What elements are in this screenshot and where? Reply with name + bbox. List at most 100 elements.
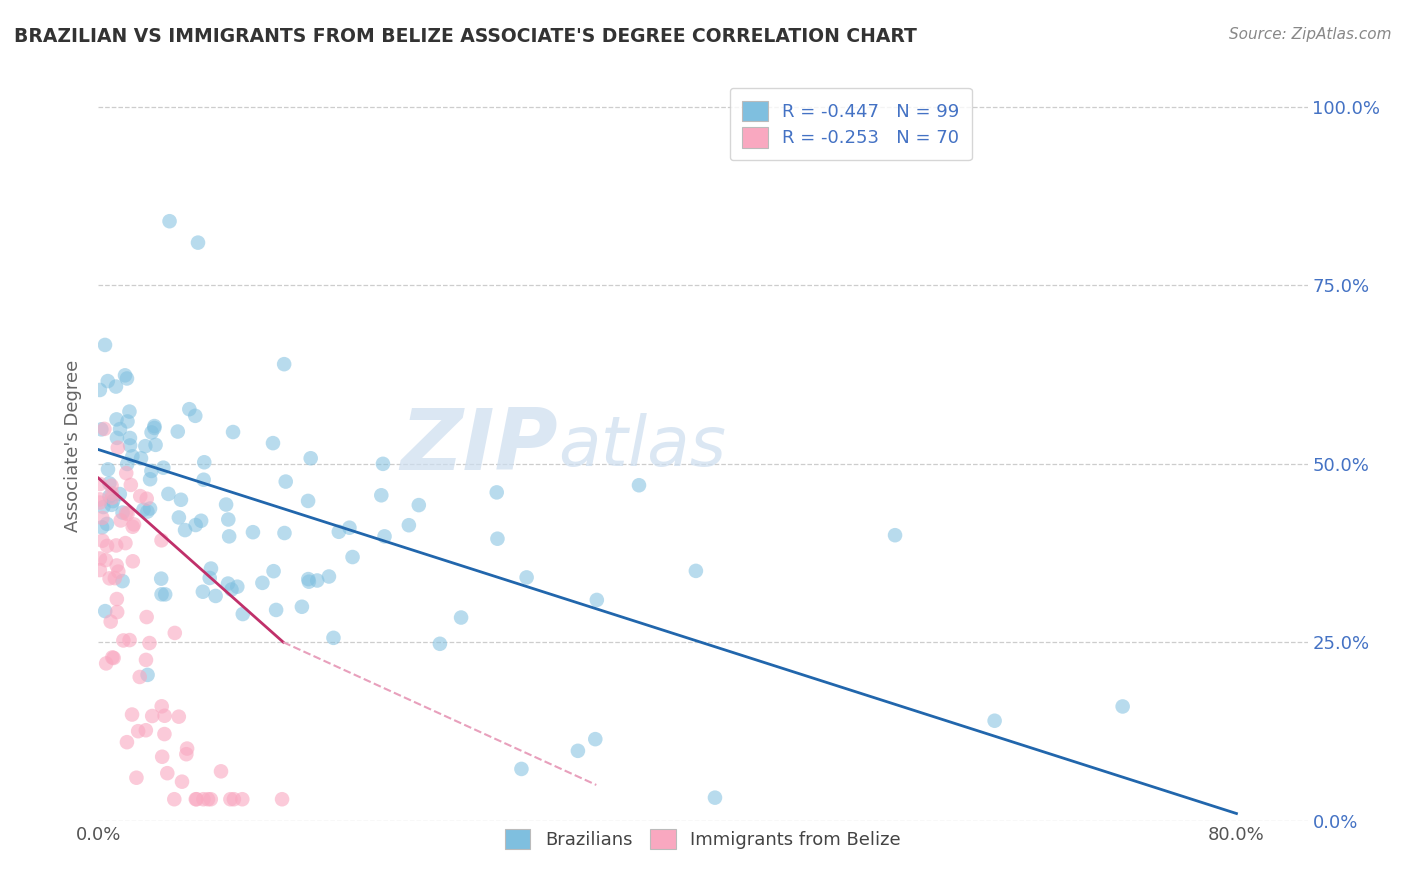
Point bbox=[153, 587, 176, 601]
Point bbox=[121, 450, 143, 464]
Point bbox=[98, 571, 121, 585]
Point bbox=[96, 516, 118, 531]
Point bbox=[136, 668, 159, 682]
Point bbox=[153, 727, 176, 741]
Point bbox=[174, 523, 197, 537]
Point bbox=[135, 723, 157, 738]
Point bbox=[184, 409, 207, 423]
Point bbox=[166, 425, 188, 439]
Point bbox=[150, 572, 173, 586]
Point bbox=[91, 520, 114, 534]
Point bbox=[153, 708, 176, 723]
Point bbox=[567, 744, 589, 758]
Point bbox=[179, 402, 201, 417]
Point bbox=[121, 520, 143, 534]
Point bbox=[184, 518, 207, 533]
Point bbox=[134, 439, 156, 453]
Point bbox=[170, 492, 193, 507]
Point bbox=[176, 747, 198, 762]
Point bbox=[307, 574, 329, 588]
Point bbox=[138, 636, 160, 650]
Point bbox=[273, 526, 295, 541]
Point bbox=[163, 626, 186, 640]
Point bbox=[136, 505, 159, 519]
Point bbox=[115, 457, 138, 471]
Point bbox=[342, 549, 364, 564]
Point bbox=[429, 637, 451, 651]
Point bbox=[94, 553, 117, 567]
Point bbox=[371, 457, 394, 471]
Point bbox=[97, 374, 120, 388]
Point bbox=[209, 764, 232, 779]
Point bbox=[157, 487, 180, 501]
Point bbox=[89, 495, 111, 509]
Point bbox=[242, 525, 264, 540]
Point bbox=[450, 610, 472, 624]
Point bbox=[100, 498, 122, 512]
Point bbox=[112, 633, 135, 648]
Point bbox=[143, 419, 166, 434]
Point bbox=[627, 478, 650, 492]
Point bbox=[132, 502, 155, 516]
Point bbox=[204, 589, 226, 603]
Point bbox=[110, 513, 132, 527]
Point bbox=[156, 766, 179, 780]
Point bbox=[370, 488, 392, 502]
Point bbox=[1111, 699, 1133, 714]
Legend: Brazilians, Immigrants from Belize: Brazilians, Immigrants from Belize bbox=[495, 818, 911, 860]
Point bbox=[135, 653, 157, 667]
Point bbox=[221, 582, 243, 597]
Point bbox=[297, 572, 319, 586]
Point bbox=[318, 569, 340, 583]
Point bbox=[115, 735, 138, 749]
Point bbox=[103, 651, 125, 665]
Point bbox=[184, 792, 207, 806]
Point bbox=[704, 790, 727, 805]
Point bbox=[193, 792, 215, 806]
Point bbox=[299, 451, 322, 466]
Point bbox=[89, 492, 111, 507]
Point bbox=[297, 494, 319, 508]
Point bbox=[129, 489, 152, 503]
Point bbox=[583, 732, 606, 747]
Point bbox=[125, 771, 148, 785]
Point bbox=[510, 762, 533, 776]
Point bbox=[108, 422, 131, 436]
Point bbox=[193, 455, 215, 469]
Point bbox=[190, 514, 212, 528]
Point bbox=[262, 436, 284, 450]
Point bbox=[176, 741, 198, 756]
Point bbox=[139, 501, 162, 516]
Point bbox=[105, 605, 128, 619]
Point bbox=[322, 631, 344, 645]
Point bbox=[94, 338, 117, 352]
Point bbox=[217, 512, 239, 526]
Point bbox=[191, 584, 214, 599]
Point bbox=[398, 518, 420, 533]
Point bbox=[98, 489, 121, 503]
Point bbox=[271, 792, 294, 806]
Point bbox=[94, 604, 117, 618]
Point bbox=[114, 536, 136, 550]
Point bbox=[107, 441, 129, 455]
Point bbox=[408, 498, 430, 512]
Point bbox=[135, 610, 157, 624]
Point bbox=[115, 506, 138, 520]
Point bbox=[150, 749, 173, 764]
Point bbox=[983, 714, 1005, 728]
Point bbox=[273, 357, 295, 371]
Point bbox=[218, 529, 240, 543]
Point bbox=[117, 507, 139, 521]
Point bbox=[274, 475, 297, 489]
Point bbox=[339, 521, 361, 535]
Point bbox=[121, 554, 143, 568]
Point bbox=[122, 517, 145, 532]
Point bbox=[186, 792, 208, 806]
Point bbox=[222, 425, 245, 439]
Point bbox=[159, 214, 181, 228]
Point bbox=[150, 587, 173, 601]
Point bbox=[263, 564, 285, 578]
Point bbox=[328, 524, 350, 539]
Point bbox=[89, 551, 111, 566]
Point bbox=[101, 494, 124, 508]
